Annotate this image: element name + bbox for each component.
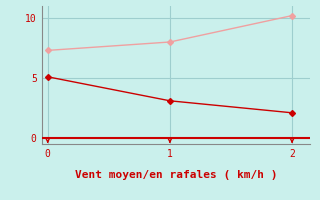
X-axis label: Vent moyen/en rafales ( km/h ): Vent moyen/en rafales ( km/h ) [75, 170, 277, 180]
